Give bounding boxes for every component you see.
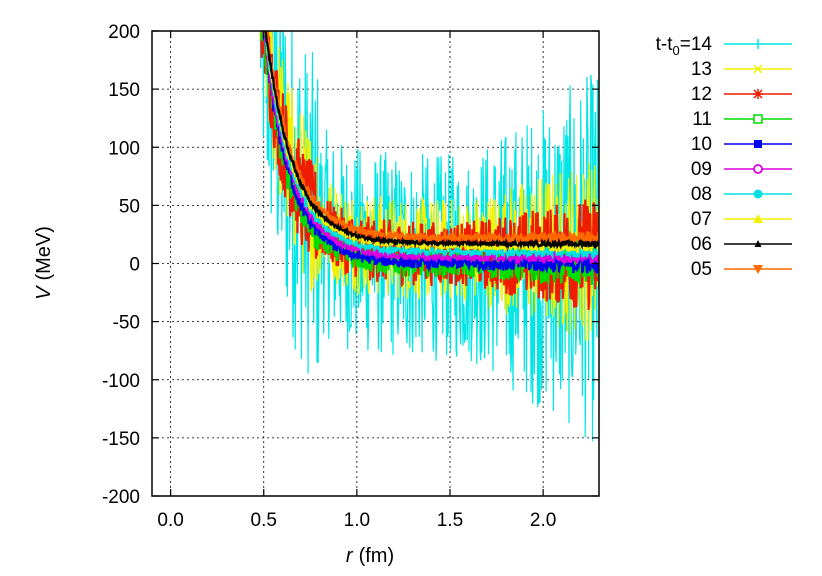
- legend-label: 09: [691, 159, 712, 180]
- y-axis-unit: (MeV): [33, 226, 55, 280]
- x-tick-label: 0.5: [251, 510, 277, 531]
- legend-label: 13: [691, 59, 712, 80]
- y-tick-label: 50: [119, 196, 140, 217]
- y-tick-label: -100: [102, 371, 140, 392]
- y-tick-label: 0: [129, 255, 140, 276]
- y-tick-label: -200: [102, 487, 140, 508]
- series-08: [263, 31, 599, 261]
- x-tick-label: 0.0: [157, 510, 183, 531]
- legend-label: 05: [691, 259, 712, 280]
- series-line-08: [263, 31, 599, 261]
- legend-marker: [753, 114, 763, 124]
- axis-ticks: 0.0 0.5 1.0 1.5 2.0 200 150 100 50 0 -50 -100 -150 -2…: [102, 22, 599, 531]
- series-line-06: [264, 31, 599, 251]
- legend-marker: [753, 214, 763, 223]
- x-tick-label: 1.5: [437, 510, 463, 531]
- legend-label: 07: [691, 209, 712, 230]
- legend-marker: [753, 89, 763, 99]
- x-axis-var: r: [346, 545, 354, 567]
- legend-label: 10: [691, 134, 712, 155]
- x-axis-unit: (fm): [359, 545, 395, 567]
- legend-label: 08: [691, 184, 712, 205]
- legend-label-first: 14: [691, 34, 713, 55]
- legend-prefix: t-t0=: [656, 34, 691, 58]
- legend-marker: [754, 140, 762, 148]
- series-05: [265, 31, 599, 248]
- x-axis-title: r (fm): [346, 545, 394, 567]
- y-tick-label: 150: [108, 80, 140, 101]
- legend-marker: [753, 189, 763, 199]
- legend-marker: [753, 265, 763, 274]
- legend-marker: [754, 240, 762, 247]
- series-line-05: [265, 31, 599, 248]
- y-tick-label: 200: [108, 22, 140, 43]
- legend-label: 06: [691, 234, 712, 255]
- y-tick-label: 100: [108, 138, 140, 159]
- legend: t-t0= 14 13 12 11 10 09 08 07 06 05: [656, 34, 792, 280]
- series-06: [264, 31, 599, 251]
- legend-label: 11: [692, 109, 712, 130]
- y-tick-label: -150: [102, 429, 140, 450]
- y-axis-title: V (MeV): [33, 226, 55, 300]
- y-tick-label: -50: [113, 313, 140, 334]
- x-tick-label: 1.0: [344, 510, 370, 531]
- y-axis-var: V: [33, 285, 55, 300]
- legend-label: 12: [691, 84, 712, 105]
- data-series: [259, 31, 599, 442]
- x-tick-label: 2.0: [530, 510, 556, 531]
- legend-marker: [753, 64, 763, 74]
- legend-marker: [753, 164, 763, 174]
